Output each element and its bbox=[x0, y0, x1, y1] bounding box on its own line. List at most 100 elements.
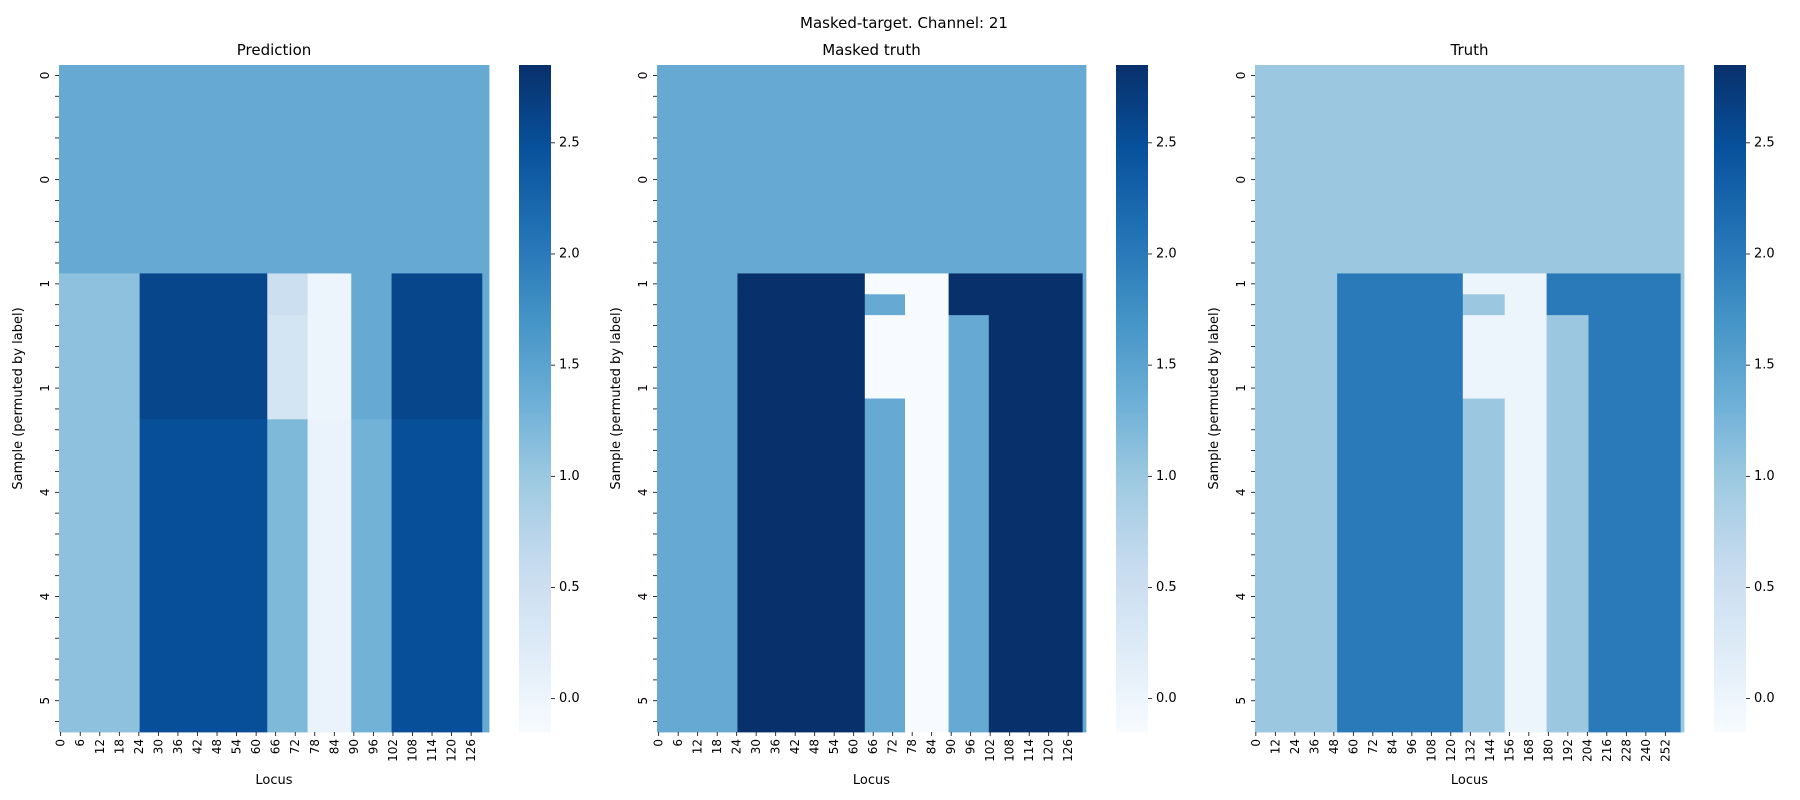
heatmap-cell bbox=[1547, 315, 1589, 399]
heatmap-cell bbox=[1547, 294, 1681, 315]
x-tick-label: 12 bbox=[93, 739, 107, 754]
heatmap-cell bbox=[1337, 399, 1463, 733]
colorbar-tick-label: 0.5 bbox=[1156, 580, 1177, 595]
x-tick-label: 120 bbox=[1042, 739, 1056, 762]
x-tick-label: 72 bbox=[1366, 739, 1380, 754]
colorbar-tick-label: 2.0 bbox=[1156, 246, 1177, 261]
heatmap-cell bbox=[267, 273, 308, 315]
heatmap-cell bbox=[308, 315, 352, 420]
x-tick-label: 96 bbox=[1405, 739, 1419, 754]
y-tick-label: 1 bbox=[636, 280, 650, 288]
heatmap-cell bbox=[1547, 399, 1589, 733]
heatmap-cell bbox=[267, 315, 308, 420]
heatmap-cell bbox=[657, 399, 738, 733]
heatmap-cell bbox=[59, 419, 140, 732]
x-tick-label: 0 bbox=[1249, 739, 1263, 747]
x-tick-label: 30 bbox=[749, 739, 763, 754]
heatmap-cell bbox=[59, 315, 140, 420]
heatmap-cell bbox=[1337, 273, 1463, 294]
x-tick-label: 126 bbox=[1061, 739, 1075, 762]
x-tick-label: 48 bbox=[808, 739, 822, 754]
heatmap-cell bbox=[1681, 294, 1685, 315]
heatmap-cell bbox=[865, 273, 949, 294]
heatmap-cell bbox=[482, 273, 489, 315]
x-tick-label: 42 bbox=[191, 739, 205, 754]
heatmap-cell bbox=[989, 315, 1083, 399]
x-tick-label: 54 bbox=[827, 739, 841, 754]
colorbar-tick-label: 0.5 bbox=[559, 580, 580, 595]
x-tick-label: 6 bbox=[671, 739, 685, 747]
x-tick-label: 0 bbox=[652, 739, 666, 747]
y-tick-label: 0 bbox=[38, 72, 52, 80]
heatmap-cell bbox=[865, 315, 949, 399]
x-tick-label: 108 bbox=[1424, 739, 1438, 762]
x-tick-label: 78 bbox=[905, 739, 919, 754]
x-tick-label: 120 bbox=[1444, 739, 1458, 762]
colorbar-tick-label: 0.0 bbox=[1156, 691, 1177, 706]
heatmap-cell bbox=[1255, 399, 1338, 733]
heatmap-cell bbox=[308, 419, 352, 732]
heatmap-cell bbox=[1255, 273, 1338, 294]
x-tick-label: 108 bbox=[406, 739, 420, 762]
x-tick-label: 60 bbox=[1346, 739, 1360, 754]
heatmap-cell bbox=[949, 399, 990, 733]
x-tick-label: 90 bbox=[347, 739, 361, 754]
y-tick-label: 1 bbox=[636, 384, 650, 392]
x-tick-label: 204 bbox=[1580, 739, 1594, 762]
x-tick-label: 168 bbox=[1522, 739, 1536, 762]
heatmap-cell bbox=[657, 294, 738, 315]
colorbar-tick-label: 2.5 bbox=[559, 135, 580, 150]
heatmap-cell bbox=[140, 273, 268, 315]
heatmap-cell bbox=[949, 315, 990, 399]
x-tick-label: 228 bbox=[1619, 739, 1633, 762]
heatmap-cell bbox=[905, 399, 949, 733]
heatmap-cell bbox=[1083, 273, 1087, 294]
heatmap-cell bbox=[351, 315, 392, 420]
heatmap-cell bbox=[59, 273, 140, 315]
heatmap-cell bbox=[737, 399, 865, 733]
x-tick-label: 12 bbox=[691, 739, 705, 754]
colorbar bbox=[1714, 65, 1746, 732]
heatmap-cell bbox=[1083, 399, 1087, 733]
x-tick-label: 114 bbox=[1022, 739, 1036, 762]
x-tick-label: 192 bbox=[1561, 739, 1575, 762]
heatmap-cell bbox=[865, 399, 906, 733]
x-tick-label: 120 bbox=[445, 739, 459, 762]
heatmap-cell bbox=[140, 315, 268, 420]
heatmap-cell bbox=[1083, 315, 1087, 399]
x-axis-label: Locus bbox=[853, 773, 890, 788]
colorbar-tick-label: 1.0 bbox=[1754, 469, 1775, 484]
colorbar bbox=[519, 65, 551, 732]
colorbar-tick-label: 2.0 bbox=[1754, 246, 1775, 261]
colorbar-tick-label: 2.5 bbox=[1754, 135, 1775, 150]
x-tick-label: 18 bbox=[710, 739, 724, 754]
y-tick-label: 4 bbox=[1234, 488, 1248, 496]
y-tick-label: 4 bbox=[636, 593, 650, 601]
x-tick-label: 96 bbox=[366, 739, 380, 754]
heatmap-cell bbox=[949, 294, 1083, 315]
colorbar-tick-label: 1.5 bbox=[559, 358, 580, 373]
y-axis-label: Sample (permuted by label) bbox=[1207, 307, 1222, 489]
x-tick-label: 36 bbox=[1307, 739, 1321, 754]
y-tick-label: 1 bbox=[38, 280, 52, 288]
y-tick-label: 4 bbox=[38, 488, 52, 496]
x-tick-label: 84 bbox=[327, 739, 341, 754]
heatmap-cell bbox=[482, 315, 489, 420]
x-tick-label: 96 bbox=[964, 739, 978, 754]
x-tick-label: 84 bbox=[925, 739, 939, 754]
panel-title: Truth bbox=[1449, 41, 1488, 59]
x-tick-label: 66 bbox=[269, 739, 283, 754]
x-tick-label: 0 bbox=[54, 739, 68, 747]
y-tick-label: 5 bbox=[38, 697, 52, 705]
x-axis-label: Locus bbox=[255, 773, 292, 788]
y-tick-label: 0 bbox=[38, 176, 52, 184]
x-tick-label: 36 bbox=[769, 739, 783, 754]
x-tick-label: 72 bbox=[886, 739, 900, 754]
x-axis-label: Locus bbox=[1451, 773, 1488, 788]
panel-title: Prediction bbox=[237, 41, 312, 59]
y-tick-label: 1 bbox=[1234, 384, 1248, 392]
x-tick-label: 48 bbox=[210, 739, 224, 754]
